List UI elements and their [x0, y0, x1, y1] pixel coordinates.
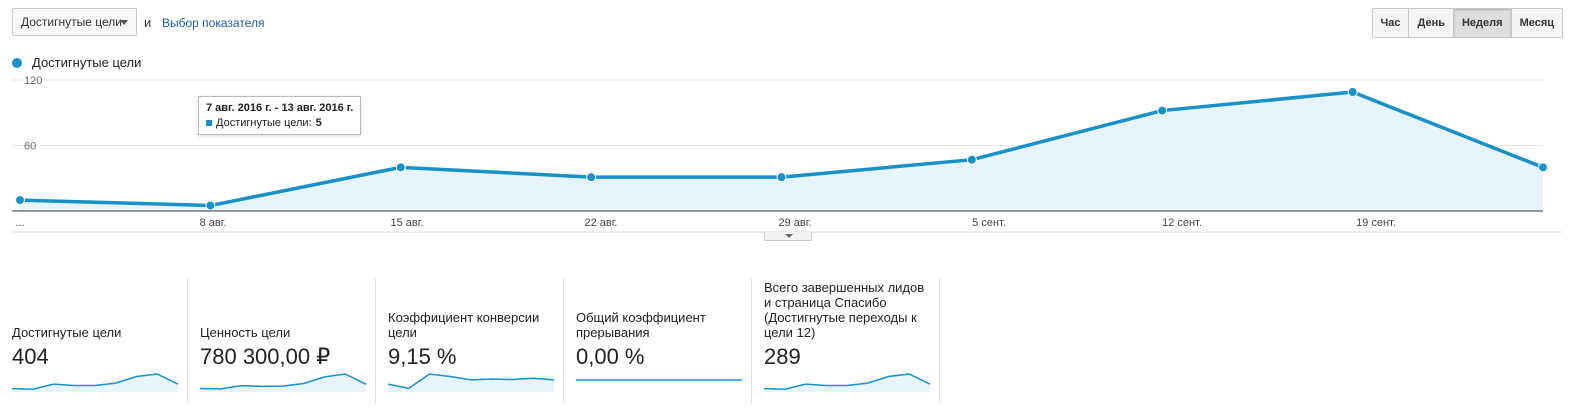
scorecard-value: 9,15 % — [388, 344, 457, 369]
granularity-toggle: Час День Неделя Месяц — [1371, 8, 1563, 38]
scorecard-label: Всего завершенных лидов и страница Спаси… — [764, 280, 925, 340]
sparkline-line — [764, 373, 931, 391]
data-point — [395, 162, 406, 173]
metric-select[interactable]: Достигнутые цели — [12, 8, 137, 36]
data-point — [1347, 87, 1358, 98]
scorecard-conversion-rate[interactable]: Коэффициент конверсии цели 9,15 % — [376, 278, 564, 403]
data-point — [1157, 105, 1168, 116]
sparkline-line — [200, 373, 367, 390]
x-tick-label: 15 авг. — [391, 217, 424, 229]
scorecard-label: Ценность цели — [200, 325, 291, 340]
data-point — [966, 154, 977, 165]
and-label: и — [144, 15, 152, 30]
granularity-month-button[interactable]: Месяц — [1510, 9, 1562, 37]
line-chart[interactable]: 120 60... 8 авг. 15 авг. 22 авг. 29 авг. 5 сен… — [0, 70, 1595, 240]
legend-dot-icon — [12, 57, 22, 68]
tooltip-label: Достигнутые цели: — [216, 117, 312, 129]
tooltip-title: 7 авг. 2016 г. - 13 авг. 2016 г. — [206, 102, 354, 114]
data-point — [205, 200, 216, 211]
legend-label: Достигнутые цели — [32, 55, 142, 70]
x-tick-label: ... — [15, 217, 24, 229]
chevron-down-icon — [785, 234, 793, 238]
scorecard-value: 780 300,00 ₽ — [200, 344, 331, 369]
scorecard-abandonment-rate[interactable]: Общий коэффициент прерывания 0,00 % — [564, 278, 752, 403]
metric-select-value: Достигнутые цели — [21, 15, 122, 29]
y-tick-label: 60 — [24, 141, 36, 153]
sparkline-area — [200, 374, 366, 392]
sparkline-area — [388, 374, 554, 392]
y-tick-label: 120 — [24, 75, 42, 87]
tooltip-series-square-icon — [206, 120, 212, 126]
x-tick-label: 29 авг. — [779, 217, 812, 229]
sparkline — [576, 379, 742, 381]
scorecard-label: Достигнутые цели — [12, 325, 122, 340]
x-tick-label: 5 сент. — [972, 217, 1006, 229]
sparkline-area — [764, 374, 930, 392]
x-tick-label: 12 сент. — [1162, 217, 1202, 229]
x-tick-label: 19 сент. — [1356, 217, 1396, 229]
scorecard-value: 289 — [764, 344, 801, 369]
scorecard-value: 0,00 % — [576, 344, 645, 369]
sparkline — [200, 373, 367, 392]
scorecard-goal-value[interactable]: Ценность цели 780 300,00 ₽ — [188, 278, 376, 403]
chart-tooltip: 7 авг. 2016 г. - 13 авг. 2016 г. Достигн… — [198, 96, 362, 135]
sparkline-area — [12, 374, 178, 392]
data-point — [15, 195, 25, 206]
sparkline — [764, 373, 931, 392]
data-point — [1538, 162, 1548, 173]
scorecard-goal-completions[interactable]: Достигнутые цели 404 — [0, 278, 188, 403]
x-tick-label: 8 авг. — [200, 217, 227, 229]
granularity-day-button[interactable]: День — [1408, 9, 1453, 37]
scorecard-value: 404 — [12, 344, 49, 369]
sparkline-line — [388, 373, 555, 390]
sparkline — [12, 373, 179, 392]
collapse-chart-button[interactable] — [764, 232, 812, 241]
x-tick-label: 22 авг. — [585, 217, 618, 229]
scorecard-label: Коэффициент конверсии цели — [388, 310, 540, 340]
chart-legend: Достигнутые цели — [12, 55, 141, 70]
sparkline-line — [12, 373, 179, 391]
data-point — [776, 172, 787, 183]
select-metric-link[interactable]: Выбор показателя — [162, 16, 265, 30]
chevron-down-icon — [120, 20, 128, 25]
granularity-hour-button[interactable]: Час — [1372, 9, 1409, 37]
sparkline — [388, 373, 555, 392]
tooltip-value: 5 — [315, 117, 322, 129]
data-point — [586, 172, 597, 183]
scorecard-goal-12[interactable]: Всего завершенных лидов и страница Спаси… — [752, 278, 940, 403]
series-area — [20, 92, 1543, 211]
granularity-week-button[interactable]: Неделя — [1452, 9, 1511, 37]
scorecard-label: Общий коэффициент прерывания — [576, 310, 706, 340]
scorecards: Достигнутые цели 404 Ценность цели 780 3… — [0, 278, 940, 403]
